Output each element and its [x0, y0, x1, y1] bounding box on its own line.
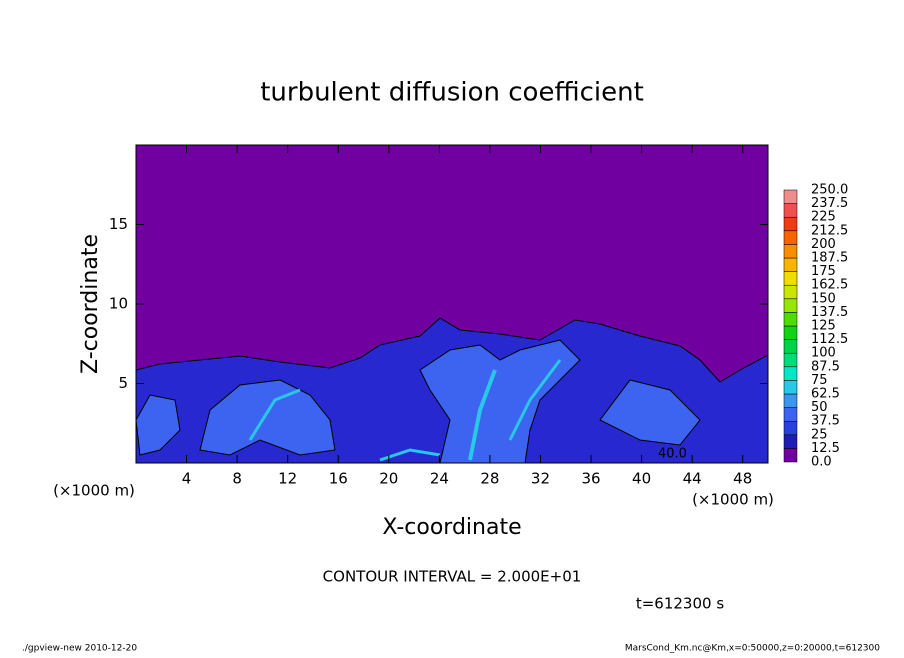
y-tick-label: 5 — [118, 374, 128, 392]
colorbar-band — [783, 393, 798, 408]
colorbar-band — [783, 230, 798, 245]
x-tick-label: 12 — [278, 470, 297, 488]
colorbar-band — [783, 257, 798, 272]
x-tick-label: 40 — [632, 470, 651, 488]
colorbar-label: 25 — [811, 427, 828, 442]
colorbar-band — [783, 216, 798, 232]
colorbar-band — [783, 298, 798, 313]
contour-label: 40.0 — [658, 447, 687, 462]
colorbar-label: 175 — [811, 264, 836, 279]
colorbar-label: 225 — [811, 210, 836, 225]
contour-field — [136, 145, 768, 463]
time-label: t=612300 s — [636, 595, 724, 613]
colorbar-label: 187.5 — [811, 251, 848, 266]
colorbar-label: 150 — [811, 291, 836, 306]
colorbar-band — [783, 380, 798, 395]
colorbar-label: 0.0 — [811, 455, 832, 470]
colorbar-band — [783, 352, 798, 368]
colorbar-label: 137.5 — [811, 305, 848, 320]
x-axis-label: X-coordinate — [382, 515, 521, 540]
colorbar-band — [783, 420, 798, 436]
x-tick-label: 44 — [683, 470, 702, 488]
colorbar-band — [783, 271, 798, 286]
colorbar-label: 125 — [811, 319, 836, 334]
colorbar-label: 212.5 — [811, 223, 848, 238]
x-tick-label: 28 — [480, 470, 499, 488]
colorbar-label: 62.5 — [811, 387, 840, 402]
colorbar-band — [783, 244, 798, 259]
colorbar-band — [783, 339, 798, 354]
colorbar-label: 112.5 — [811, 332, 848, 347]
x-tick-label: 4 — [182, 470, 192, 488]
footer-left: ./gpview-new 2010-12-20 — [22, 644, 137, 654]
colorbar-label: 237.5 — [811, 196, 848, 211]
colorbar-label: 250.0 — [811, 183, 848, 198]
colorbar-label: 87.5 — [811, 359, 840, 374]
colorbar-label: 37.5 — [811, 414, 840, 429]
contour-interval: CONTOUR INTERVAL = 2.000E+01 — [323, 568, 582, 586]
colorbar-label: 100 — [811, 346, 836, 361]
colorbar-band — [783, 434, 798, 449]
colorbar-label: 50 — [811, 400, 828, 415]
colorbar-band — [783, 203, 798, 218]
colorbar-band — [783, 189, 798, 204]
x-tick-label: 32 — [531, 470, 550, 488]
colorbar-label: 75 — [811, 373, 828, 388]
colorbar-band — [783, 448, 798, 463]
footer-right: MarsCond_Km.nc@Km,x=0:50000,z=0:20000,t=… — [625, 644, 880, 654]
x-unit: (×1000 m) — [692, 491, 774, 509]
colorbar-label: 162.5 — [811, 278, 848, 293]
y-unit: (×1000 m) — [53, 482, 135, 500]
colorbar-band — [783, 407, 798, 422]
x-tick-label: 20 — [379, 470, 398, 488]
y-tick-label: 15 — [109, 215, 128, 233]
x-tick-label: 8 — [232, 470, 242, 488]
colorbar-band — [783, 284, 798, 300]
y-tick-label: 10 — [109, 295, 128, 313]
colorbar-band — [783, 312, 798, 327]
chart-title: turbulent diffusion coefficient — [260, 78, 644, 108]
y-axis-label: Z-coordinate — [78, 234, 103, 374]
colorbar-band — [783, 325, 798, 340]
colorbar-label: 200 — [811, 237, 836, 252]
colorbar-label: 12.5 — [811, 441, 840, 456]
x-tick-label: 48 — [733, 470, 752, 488]
x-tick-label: 24 — [430, 470, 449, 488]
x-tick-label: 36 — [581, 470, 600, 488]
colorbar-band — [783, 366, 798, 381]
x-tick-label: 16 — [329, 470, 348, 488]
